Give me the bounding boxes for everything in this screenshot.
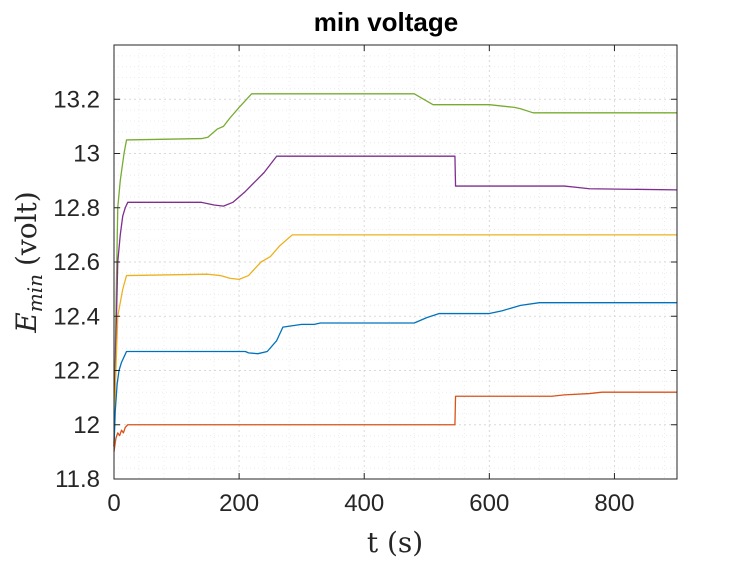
- y-tick-label: 12: [73, 412, 100, 439]
- x-tick-label: 400: [344, 490, 384, 517]
- y-tick-label: 13: [73, 141, 100, 168]
- series-line-3: [113, 234, 677, 447]
- y-axis-label-sub: min: [23, 274, 47, 312]
- y-tick-label: 12.2: [53, 358, 100, 385]
- y-tick-label: 13.2: [53, 86, 100, 113]
- series-line-5: [113, 391, 677, 452]
- chart-title: min voltage: [314, 7, 458, 37]
- x-tick-label: 200: [219, 490, 259, 517]
- x-tick-label: 600: [469, 490, 509, 517]
- y-tick-label: 11.8: [55, 466, 100, 493]
- x-tick-label: 800: [594, 490, 634, 517]
- y-tick-label: 12.8: [53, 195, 100, 222]
- y-tick-label: 12.4: [53, 303, 100, 330]
- series-layer: [113, 93, 678, 452]
- y-axis-label: Emin (volt): [10, 191, 47, 333]
- y-tick-labels: 11.8 12 12.2 12.4 12.6 12.8 13 13.2: [53, 86, 100, 493]
- y-axis-label-main: E: [10, 312, 43, 333]
- x-axis-label: t (s): [367, 526, 423, 559]
- series-line-2: [113, 155, 678, 447]
- y-tick-label: 12.6: [53, 249, 100, 276]
- x-tick-labels: 0 200 400 600 800: [107, 490, 634, 517]
- tick-marks: [113, 45, 677, 480]
- y-axis-label-unit: (volt): [10, 191, 43, 266]
- series-line-4: [113, 302, 677, 447]
- x-tick-label: 0: [107, 490, 120, 517]
- series-line-1: [113, 93, 677, 444]
